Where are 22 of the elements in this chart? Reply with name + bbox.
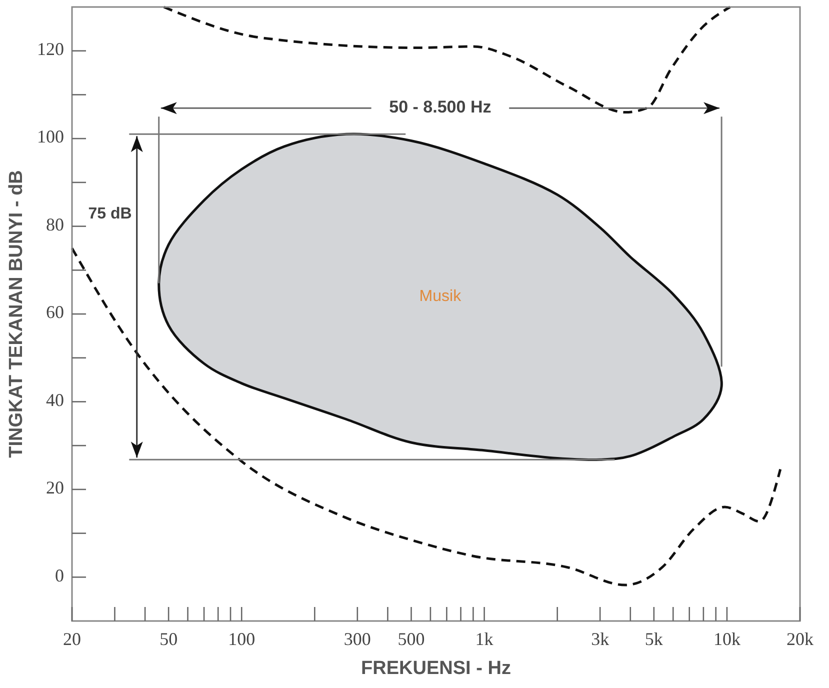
x-tick-label: 1k <box>475 629 494 649</box>
y-tick-label: 0 <box>55 565 64 586</box>
annotation: 75 dB <box>88 205 132 222</box>
x-tick-label: 20 <box>63 629 81 649</box>
annotation: 50 - 8.500 Hz <box>389 98 492 117</box>
x-tick-label: 3k <box>591 629 610 649</box>
x-tick-label: 100 <box>228 629 256 649</box>
y-tick-label: 20 <box>46 478 64 498</box>
y-tick-label: 80 <box>46 214 64 234</box>
series-label: Musik <box>419 288 462 306</box>
x-tick-label: 10k <box>713 629 740 649</box>
y-tick-label: 120 <box>37 38 64 59</box>
y-axis-title: TINGKAT TEKANAN BUNYI - dB <box>6 170 27 458</box>
y-tick-label: 60 <box>46 302 64 322</box>
x-tick-label: 5k <box>644 629 663 649</box>
x-axis-title: FREKUENSI - Hz <box>361 658 511 679</box>
x-tick-label: 500 <box>398 629 425 649</box>
x-tick-label: 20k <box>786 629 814 649</box>
y-tick-label: 100 <box>37 126 64 147</box>
x-tick-label: 300 <box>344 629 371 649</box>
y-tick-label: 40 <box>46 390 64 410</box>
x-tick-label: 50 <box>160 629 178 649</box>
